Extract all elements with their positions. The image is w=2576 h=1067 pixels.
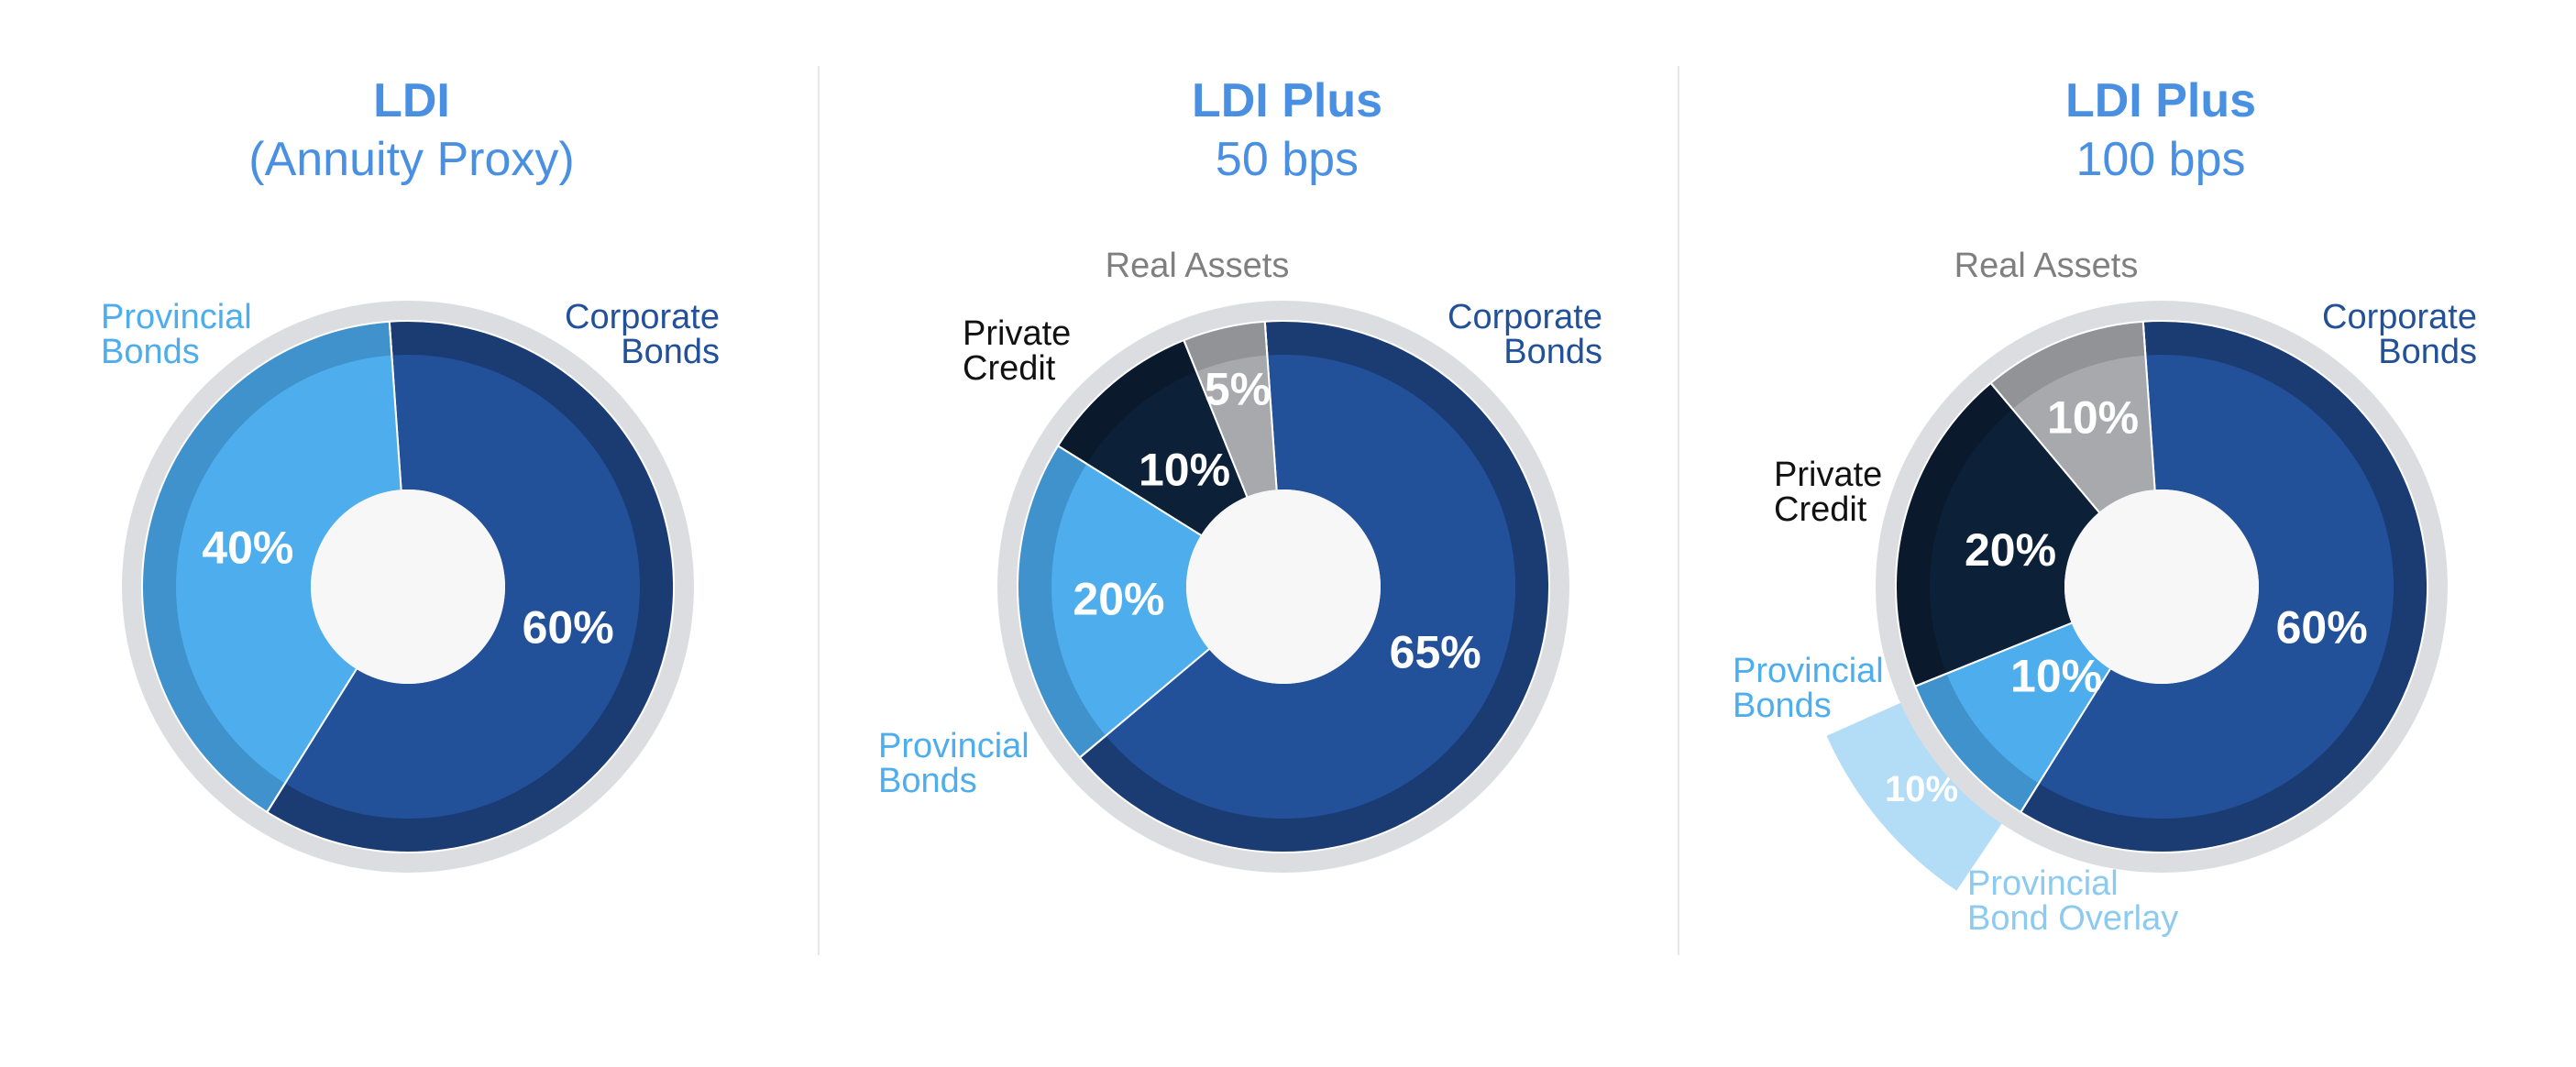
category-label-private-credit: Credit — [1774, 490, 1867, 529]
overlay-category-label: Bond Overlay — [1967, 899, 2178, 938]
value-label-private-credit: 10% — [1139, 444, 1230, 495]
donut-hole — [1186, 490, 1381, 684]
value-label-corporate-bonds: 60% — [523, 602, 614, 654]
panel-2-subtitle: 50 bps — [1215, 133, 1360, 186]
category-label-provincial-bonds: Provincial — [1733, 652, 1884, 690]
value-label-provincial-bonds: 10% — [2010, 650, 2102, 701]
category-label-provincial-bonds: Provincial — [878, 727, 1029, 765]
panel-1-title: LDI — [373, 74, 450, 127]
donut-hole — [2064, 490, 2259, 684]
panel-3-title-block: LDI Plus 100 bps — [1840, 72, 2482, 189]
category-label-real-assets: Real Assets — [1106, 247, 1290, 285]
slice-separator — [1263, 321, 1278, 490]
panel-3-subtitle: 100 bps — [2075, 133, 2246, 186]
slice-separator — [266, 668, 358, 813]
value-label-corporate-bonds: 60% — [2276, 602, 2368, 654]
category-label-real-assets: Real Assets — [1954, 247, 2139, 285]
slice-inner-corporate-bonds — [2038, 355, 2394, 820]
value-label-real-assets: 10% — [2047, 392, 2139, 444]
value-label-provincial-bonds: 20% — [1073, 574, 1164, 625]
overlay-value-label: 10% — [1885, 769, 1958, 809]
category-label-private-credit: Credit — [963, 349, 1056, 388]
value-label-provincial-bonds: 40% — [202, 522, 293, 573]
category-label-private-credit: Private — [1774, 456, 1882, 494]
slice-inner-provincial-bonds — [1946, 622, 2110, 784]
slice-separator — [1989, 382, 2100, 513]
panel-divider — [818, 66, 820, 955]
slice-inner-provincial-bonds — [175, 355, 402, 784]
category-label-provincial-bonds: Bonds — [101, 333, 200, 371]
category-label-corporate-bonds: Bonds — [621, 333, 720, 371]
panel-3-title: LDI Plus — [2064, 74, 2257, 127]
overlay-category-label: Provincial — [1967, 864, 2119, 903]
slice-inner-provincial-bonds — [1051, 463, 1209, 736]
slice-separator — [1914, 622, 2073, 688]
slice-inner-private-credit — [1086, 371, 1248, 535]
category-label-corporate-bonds: Corporate — [1448, 298, 1602, 336]
category-label-provincial-bonds: Bonds — [878, 762, 977, 800]
slice-separator — [388, 321, 402, 490]
category-label-corporate-bonds: Bonds — [1503, 333, 1602, 371]
panel-1-subtitle: (Annuity Proxy) — [248, 133, 575, 186]
category-label-corporate-bonds: Corporate — [2322, 298, 2477, 336]
value-label-private-credit: 20% — [1965, 524, 2056, 576]
category-label-provincial-bonds: Bonds — [1733, 687, 1832, 725]
slice-separator — [1079, 648, 1210, 759]
slice-inner-corporate-bonds — [284, 355, 640, 820]
value-label-corporate-bonds: 65% — [1390, 626, 1481, 677]
slice-separator — [1057, 445, 1202, 536]
category-label-corporate-bonds: Corporate — [565, 298, 720, 336]
category-label-provincial-bonds: Provincial — [101, 298, 252, 336]
panel-divider — [1678, 66, 1679, 955]
slice-inner-real-assets — [1196, 355, 1277, 497]
slice-separator — [2141, 321, 2156, 490]
panel-2-title: LDI Plus — [1191, 74, 1383, 127]
panel-2-title-block: LDI Plus 50 bps — [966, 72, 1608, 189]
slice-inner-real-assets — [2012, 355, 2155, 512]
slice-separator — [1183, 339, 1249, 498]
value-label-real-assets: 5% — [1205, 364, 1271, 415]
slice-inner-private-credit — [1930, 409, 2099, 674]
category-label-private-credit: Private — [963, 314, 1071, 353]
slice-inner-corporate-bonds — [1106, 355, 1516, 820]
panel-1-title-block: LDI (Annuity Proxy) — [91, 72, 732, 189]
category-label-corporate-bonds: Bonds — [2378, 333, 2477, 371]
slice-separator — [2020, 668, 2111, 813]
donut-hole — [311, 490, 505, 684]
